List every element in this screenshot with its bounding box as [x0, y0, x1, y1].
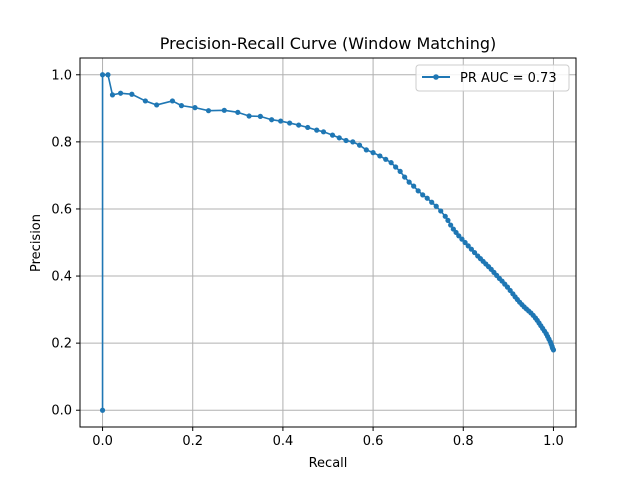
data-point — [205, 108, 212, 114]
data-point — [406, 179, 412, 185]
data-point — [314, 127, 320, 133]
x-tick-label: 0.2 — [182, 434, 203, 449]
y-tick-label: 1.0 — [51, 68, 72, 83]
data-point — [109, 92, 116, 98]
data-point — [402, 174, 408, 180]
y-axis-label: Precision — [29, 214, 44, 272]
data-point — [471, 249, 478, 256]
data-point — [320, 129, 327, 135]
x-tick-label: 0.4 — [273, 434, 294, 449]
chart-title: Precision-Recall Curve (Window Matching) — [160, 34, 497, 53]
data-point — [169, 98, 176, 104]
data-point — [246, 113, 252, 119]
data-point — [468, 246, 474, 252]
data-point — [154, 102, 160, 108]
grid-layer — [80, 58, 576, 427]
data-point — [336, 135, 342, 141]
plot-frame — [79, 57, 577, 428]
data-point — [377, 153, 383, 159]
data-point — [397, 168, 403, 174]
data-point — [420, 192, 426, 198]
data-point — [438, 208, 444, 214]
data-point — [305, 124, 311, 131]
data-point — [383, 156, 389, 162]
data-point — [550, 347, 557, 353]
data-point — [448, 222, 454, 228]
data-point — [462, 239, 468, 246]
data-point — [117, 90, 124, 96]
y-tick-label: 0.6 — [51, 202, 72, 217]
data-point — [343, 137, 349, 144]
x-axis-label: Recall — [309, 456, 348, 471]
data-point — [356, 142, 363, 148]
data-point — [433, 203, 439, 209]
data-point — [350, 139, 356, 145]
data-point — [456, 233, 462, 239]
y-tick-label: 0.4 — [51, 270, 72, 285]
legend-marker-swatch — [433, 74, 439, 80]
data-point — [445, 217, 451, 223]
data-point — [178, 103, 185, 109]
data-point — [329, 132, 336, 138]
data-point — [99, 72, 106, 78]
data-point — [393, 164, 399, 170]
x-tick-label: 0.6 — [363, 434, 384, 449]
y-tick-label: 0.0 — [51, 404, 72, 419]
data-point — [99, 407, 106, 413]
data-point — [235, 109, 241, 115]
data-point — [192, 105, 198, 111]
data-point — [424, 195, 430, 201]
data-point — [465, 243, 471, 249]
data-point — [257, 113, 263, 119]
data-point — [363, 147, 369, 153]
data-point — [429, 199, 435, 205]
data-point — [411, 183, 417, 189]
data-point — [142, 98, 148, 104]
data-point — [278, 118, 284, 124]
data-point — [287, 120, 293, 126]
data-point — [415, 188, 421, 194]
data-point — [221, 107, 227, 113]
data-point — [442, 213, 448, 219]
y-tick-label: 0.2 — [51, 337, 72, 352]
series-layer — [99, 72, 557, 413]
y-tick-label: 0.8 — [51, 135, 72, 150]
data-point — [296, 122, 302, 128]
x-tick-label: 1.0 — [543, 434, 564, 449]
data-point — [370, 150, 376, 156]
legend-box — [415, 64, 570, 92]
data-point — [269, 117, 275, 123]
x-tick-label: 0.0 — [92, 434, 113, 449]
data-point — [459, 236, 465, 242]
data-point — [105, 72, 111, 78]
data-point — [388, 160, 394, 166]
x-tick-label: 0.8 — [453, 434, 474, 449]
legend-label: PR AUC = 0.73 — [460, 71, 557, 86]
data-point — [129, 91, 135, 97]
tick-layer: 0.0 0.2 0.4 0.6 0.8 1.0 0.0 0.2 0.4 0.6 0.8 1.0 — [51, 68, 563, 449]
legend: PR AUC = 0.73 — [415, 64, 570, 92]
